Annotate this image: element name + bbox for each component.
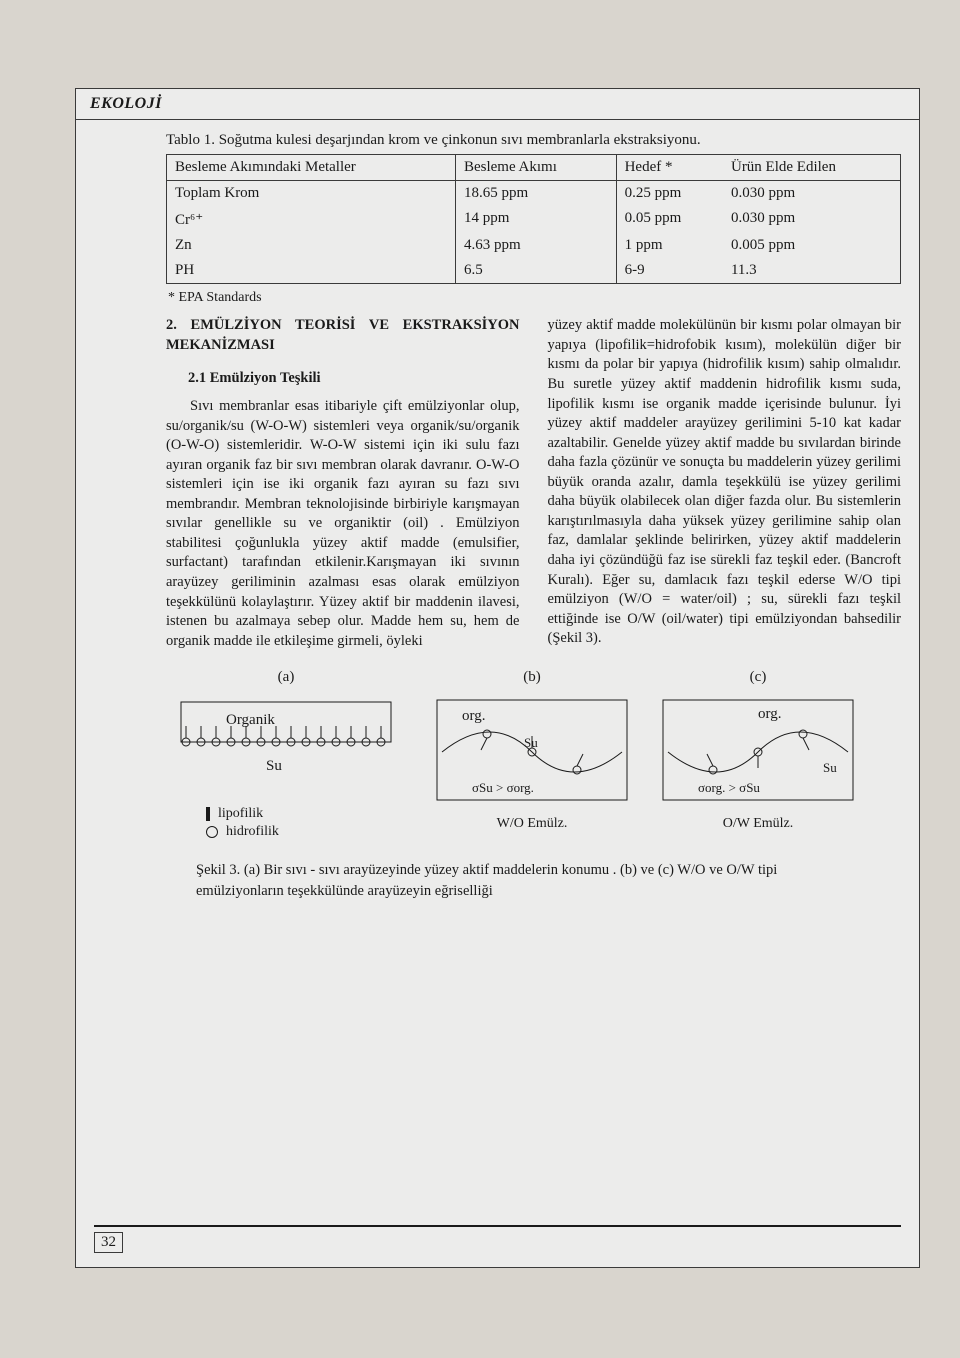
page-frame: EKOLOJİ Tablo 1. Soğutma kulesi deşarjın… bbox=[75, 88, 920, 1268]
svg-text:org.: org. bbox=[758, 706, 781, 722]
panel-a-top-text: Organik bbox=[226, 712, 275, 728]
table-caption: Tablo 1. Soğutma kulesi deşarjından krom… bbox=[166, 130, 901, 150]
th-product: Ürün Elde Edilen bbox=[723, 155, 901, 181]
cell: 1 ppm bbox=[616, 233, 723, 258]
cell: 0.030 ppm bbox=[723, 206, 901, 233]
svg-text:Su: Su bbox=[823, 760, 837, 775]
cell: 11.3 bbox=[723, 258, 901, 284]
svg-text:σorg. > σSu: σorg. > σSu bbox=[698, 780, 760, 795]
journal-title: EKOLOJİ bbox=[76, 89, 919, 120]
cell: 0.005 ppm bbox=[723, 233, 901, 258]
svg-text:Su: Su bbox=[524, 735, 538, 750]
panel-a-bottom-text: Su bbox=[266, 758, 282, 774]
legend-lipofilik: lipofilik bbox=[218, 806, 263, 822]
th-feed: Besleme Akımı bbox=[455, 155, 616, 181]
cell: 6-9 bbox=[616, 258, 723, 284]
figure-panel-b: (b) org. Su σSu > σorg. bbox=[432, 669, 632, 832]
subsection-title: 2.1 Emülziyon Teşkili bbox=[188, 369, 520, 389]
cell: 4.63 ppm bbox=[455, 233, 616, 258]
cell: 14 ppm bbox=[455, 206, 616, 233]
cell: Cr⁶⁺ bbox=[167, 206, 456, 233]
figure-panel-c: (c) org. Su σorg. > σSu O/W Emülz. bbox=[658, 669, 858, 832]
table-row: Cr⁶⁺ 14 ppm 0.05 ppm 0.030 ppm bbox=[167, 206, 901, 233]
circle-icon bbox=[206, 826, 218, 838]
cell: 0.05 ppm bbox=[616, 206, 723, 233]
table-row: Zn 4.63 ppm 1 ppm 0.005 ppm bbox=[167, 233, 901, 258]
panel-b-label: (b) bbox=[432, 669, 632, 686]
body-columns: 2. EMÜLZİYON TEORİSİ VE EKSTRAKSİYON MEK… bbox=[166, 316, 901, 651]
left-paragraph: Sıvı membranlar esas itibariyle çift emü… bbox=[166, 397, 520, 651]
cell: 0.030 ppm bbox=[723, 181, 901, 207]
content-area: Tablo 1. Soğutma kulesi deşarjından krom… bbox=[76, 120, 919, 915]
cell: Zn bbox=[167, 233, 456, 258]
panel-a-svg: Organik bbox=[166, 692, 406, 802]
table-row: Toplam Krom 18.65 ppm 0.25 ppm 0.030 ppm bbox=[167, 181, 901, 207]
right-paragraph: yüzey aktif madde molekülünün bir kısmı … bbox=[548, 316, 902, 649]
cell: 18.65 ppm bbox=[455, 181, 616, 207]
cell: Toplam Krom bbox=[167, 181, 456, 207]
panel-a-label: (a) bbox=[166, 669, 406, 686]
data-table: Besleme Akımındaki Metaller Besleme Akım… bbox=[166, 154, 901, 284]
table-row: PH 6.5 6-9 11.3 bbox=[167, 258, 901, 284]
panel-c-label: (c) bbox=[658, 669, 858, 686]
bottom-rule bbox=[94, 1225, 901, 1227]
figure-panel-a: (a) Organik bbox=[166, 669, 406, 842]
legend-hidrofilik: hidrofilik bbox=[226, 824, 279, 840]
cell: PH bbox=[167, 258, 456, 284]
section-title: 2. EMÜLZİYON TEORİSİ VE EKSTRAKSİYON MEK… bbox=[166, 316, 520, 355]
page-number: 32 bbox=[94, 1233, 123, 1253]
panel-b-caption: W/O Emülz. bbox=[432, 816, 632, 832]
panel-a-legend: lipofilik hidrofilik bbox=[206, 806, 406, 840]
cell: 0.25 ppm bbox=[616, 181, 723, 207]
th-metals: Besleme Akımındaki Metaller bbox=[167, 155, 456, 181]
cell: 6.5 bbox=[455, 258, 616, 284]
figure-3: (a) Organik bbox=[166, 669, 901, 901]
panel-c-svg: org. Su σorg. > σSu bbox=[658, 692, 858, 812]
th-target: Hedef * bbox=[616, 155, 723, 181]
table-footnote: * EPA Standards bbox=[168, 290, 901, 306]
figure-caption: Şekil 3. (a) Bir sıvı - sıvı arayüzeyind… bbox=[196, 860, 861, 901]
svg-text:σSu > σorg.: σSu > σorg. bbox=[472, 780, 534, 795]
svg-text:org.: org. bbox=[462, 708, 485, 724]
bar-icon bbox=[206, 807, 210, 821]
panel-b-svg: org. Su σSu > σorg. bbox=[432, 692, 632, 812]
panel-c-caption: O/W Emülz. bbox=[658, 816, 858, 832]
